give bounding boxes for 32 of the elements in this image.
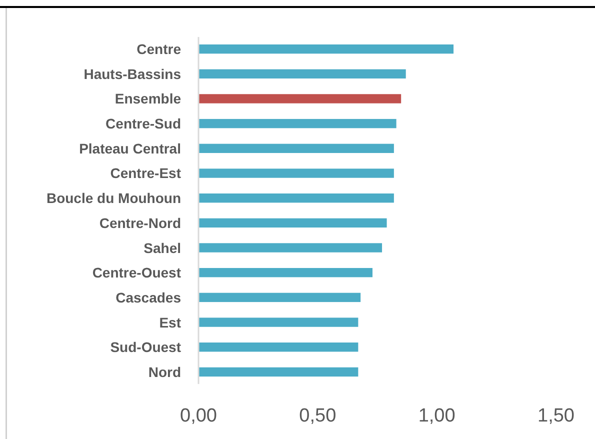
y-tick-label: Centre-Ouest bbox=[92, 264, 182, 281]
y-tick-label: Boucle du Mouhoun bbox=[46, 190, 181, 206]
bar bbox=[198, 292, 361, 302]
y-tick-label: Sahel bbox=[144, 240, 181, 256]
bar bbox=[198, 318, 358, 327]
y-tick-label: Cascades bbox=[116, 289, 182, 306]
bar bbox=[198, 243, 382, 252]
x-tick-label: 1,00 bbox=[418, 406, 456, 426]
y-tick-label: Centre-Est bbox=[110, 165, 182, 182]
y-tick-label: Sud-Ouest bbox=[110, 339, 182, 356]
x-tick-label: 1,50 bbox=[538, 406, 574, 426]
bar bbox=[198, 168, 394, 178]
x-tick-label: 0,00 bbox=[180, 406, 217, 426]
y-tick-label: Est bbox=[159, 314, 182, 330]
y-tick-label: Centre bbox=[136, 41, 182, 58]
bar bbox=[198, 367, 358, 377]
bar bbox=[198, 69, 406, 78]
bar bbox=[198, 193, 394, 203]
y-tick-label: Centre-Nord bbox=[99, 214, 181, 231]
bar bbox=[198, 342, 358, 352]
x-tick-label: 0,50 bbox=[299, 406, 336, 426]
bar bbox=[198, 144, 394, 153]
y-tick-label: Ensemble bbox=[114, 90, 182, 107]
y-tick-label: Nord bbox=[148, 364, 181, 380]
y-tick-label: Hauts-Bassins bbox=[84, 66, 182, 82]
bar bbox=[198, 118, 396, 128]
bar bbox=[198, 268, 372, 278]
bar bbox=[198, 44, 454, 54]
bar bbox=[198, 94, 402, 104]
y-tick-label: Plateau Central bbox=[79, 140, 181, 156]
y-tick-label: Centre-Sud bbox=[106, 116, 181, 132]
bar bbox=[198, 218, 387, 228]
